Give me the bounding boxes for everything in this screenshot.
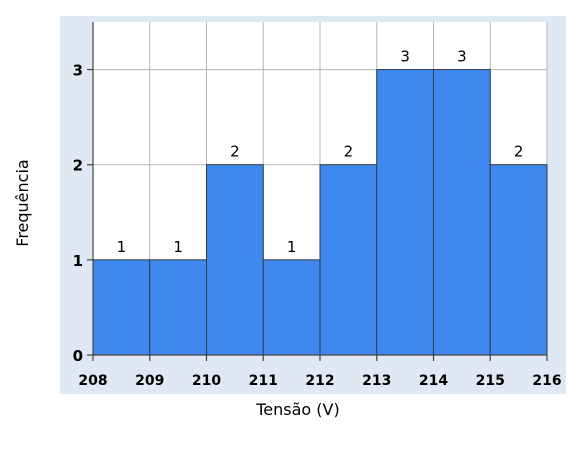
bar-value-label: 1 bbox=[117, 238, 127, 256]
histogram-bar bbox=[319, 164, 378, 356]
bar-value-label: 3 bbox=[457, 48, 467, 66]
y-tick-label: 3 bbox=[73, 62, 83, 80]
x-tick-label: 215 bbox=[476, 373, 505, 389]
histogram-bar bbox=[206, 164, 264, 356]
y-tick-label: 2 bbox=[73, 157, 83, 175]
histogram-bar bbox=[92, 259, 151, 356]
bar-value-label: 2 bbox=[514, 143, 524, 161]
bar-value-label: 2 bbox=[344, 143, 354, 161]
bars bbox=[92, 69, 548, 356]
y-tick-label: 0 bbox=[73, 347, 83, 365]
histogram-bar bbox=[376, 69, 434, 356]
y-tick-label: 1 bbox=[73, 252, 83, 270]
bar-value-label: 2 bbox=[230, 143, 240, 161]
x-tick-label: 212 bbox=[305, 373, 334, 389]
histogram-bar bbox=[262, 259, 321, 356]
x-tick-label: 211 bbox=[249, 373, 278, 389]
x-axis-title: Tensão (V) bbox=[255, 400, 339, 419]
y-axis-title: Frequência bbox=[13, 159, 32, 246]
x-tick-label: 214 bbox=[419, 373, 448, 389]
histogram-bar bbox=[433, 69, 491, 356]
x-tick-label: 216 bbox=[532, 373, 561, 389]
histogram-bar bbox=[149, 259, 207, 356]
bar-value-label: 1 bbox=[287, 238, 297, 256]
x-tick-label: 209 bbox=[135, 373, 164, 389]
bar-value-label: 1 bbox=[173, 238, 183, 256]
x-tick-label: 213 bbox=[362, 373, 391, 389]
data-labels: 1 1 2 1 2 3 3 2 bbox=[117, 48, 524, 256]
bar-value-label: 3 bbox=[400, 48, 410, 66]
histogram-bar bbox=[489, 164, 548, 356]
x-tick-label: 210 bbox=[192, 373, 221, 389]
x-tick-label: 208 bbox=[78, 373, 107, 389]
